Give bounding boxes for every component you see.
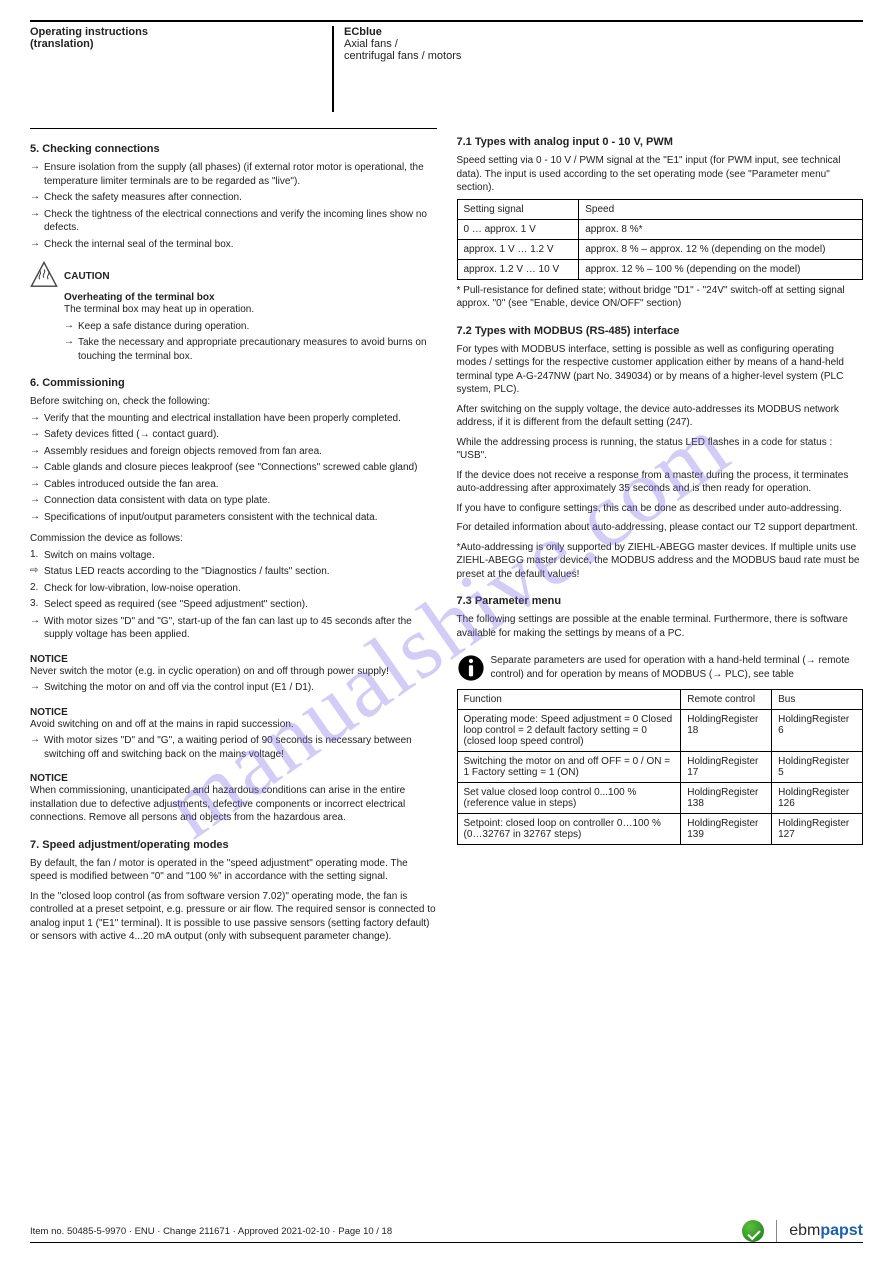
ebmpapst-logo: ebmpapst: [789, 1222, 863, 1240]
info-icon: [457, 654, 491, 685]
info-block: Separate parameters are used for operati…: [457, 654, 864, 685]
motor-sizes: With motor sizes "D" and "G", a waiting …: [44, 734, 437, 761]
footer-right: ebmpapst: [742, 1220, 863, 1242]
table-row: Setting signalSpeed: [457, 199, 863, 219]
commission-lead: Commission the device as follows:: [30, 532, 437, 546]
sec6-item: Cables introduced outside the fan area.: [44, 478, 437, 492]
notice2-label: NOTICE: [30, 707, 437, 718]
sec72-body: If you have to configure settings, this …: [457, 502, 864, 516]
commission-item: Check for low-vibration, low-noise opera…: [44, 582, 437, 596]
sec6-lead: Before switching on, check the following…: [30, 395, 437, 409]
parameter-table: Function Remote control Bus Operating mo…: [457, 689, 864, 845]
sec72-body: For detailed information about auto-addr…: [457, 521, 864, 535]
sec72-body: For types with MODBUS interface, setting…: [457, 343, 864, 397]
notice1-label: NOTICE: [30, 654, 437, 665]
sec73-title: 7.3 Parameter menu: [457, 595, 864, 607]
sec6-item: Specifications of input/output parameter…: [44, 511, 437, 525]
table-row: Set value closed loop control 0...100 % …: [457, 783, 863, 814]
sec72-body: If the device does not receive a respons…: [457, 469, 864, 496]
commission-item: Select speed as required (see "Speed adj…: [44, 598, 437, 612]
sec7-body1: By default, the fan / motor is operated …: [30, 857, 437, 884]
notice2-body: Avoid switching on and off at the mains …: [30, 718, 437, 732]
table-row: 0 … approx. 1 Vapprox. 8 %*: [457, 219, 863, 239]
footer-left: Item no. 50485-5-9970 · ENU · Change 211…: [30, 1226, 392, 1237]
sec72-body: After switching on the supply voltage, t…: [457, 403, 864, 430]
header-left: Operating instructions (translation): [30, 26, 332, 50]
footer: Item no. 50485-5-9970 · ENU · Change 211…: [30, 1214, 863, 1243]
caution-block: CAUTION Overheating of the terminal box …: [30, 261, 437, 363]
sec7-title: 7. Speed adjustment/operating modes: [30, 839, 437, 851]
product1: Axial fans /: [344, 38, 398, 50]
caution-item: Take the necessary and appropriate preca…: [78, 336, 437, 363]
doc-type: ECblue: [344, 26, 382, 38]
header-title2: (translation): [30, 38, 94, 50]
sec5-title: 5. Checking connections: [30, 143, 437, 155]
sec71-title: 7.1 Types with analog input 0 - 10 V, PW…: [457, 136, 864, 148]
sec71-body: Speed setting via 0 - 10 V / PWM signal …: [457, 154, 864, 195]
page: Operating instructions (translation) ECb…: [0, 0, 893, 1263]
table-row: Function Remote control Bus: [457, 690, 863, 710]
header-title1: Operating instructions: [30, 26, 148, 38]
pod-note: With motor sizes "D" and "G", start-up o…: [44, 615, 437, 642]
table-row: approx. 1 V … 1.2 Vapprox. 8 % – approx.…: [457, 239, 863, 259]
commission-item: Switch on mains voltage.: [44, 549, 437, 563]
sec5-item: →Check the tightness of the electrical c…: [30, 208, 437, 235]
caution-label: CAUTION: [64, 271, 437, 282]
right-column: 7.1 Types with analog input 0 - 10 V, PW…: [457, 122, 864, 944]
sec5-item: →Ensure isolation from the supply (all p…: [30, 161, 437, 188]
notice3-label: NOTICE: [30, 773, 437, 784]
notice1-item: Switching the motor on and off via the c…: [44, 681, 437, 695]
table1-note: * Pull-resistance for defined state; wit…: [457, 284, 864, 311]
sec5-item: →Check the safety measures after connect…: [30, 191, 437, 205]
sec6-title: 6. Commissioning: [30, 377, 437, 389]
sec6-item: Cable glands and closure pieces leakproo…: [44, 461, 437, 475]
content: 5. Checking connections →Ensure isolatio…: [30, 122, 863, 944]
caution-heading: Overheating of the terminal box: [64, 292, 437, 303]
info-text: Separate parameters are used for operati…: [491, 654, 864, 681]
table-row: Setpoint: closed loop on controller 0…10…: [457, 814, 863, 845]
notice3-body: When commissioning, unanticipated and ha…: [30, 784, 437, 825]
caution-item: Keep a safe distance during operation.: [78, 320, 437, 334]
header-right: ECblue Axial fans / centrifugal fans / m…: [334, 26, 461, 62]
sec72-title: 7.2 Types with MODBUS (RS-485) interface: [457, 325, 864, 337]
signal-speed-table: Setting signalSpeed 0 … approx. 1 Vappro…: [457, 199, 864, 280]
sec6-item: Assembly residues and foreign objects re…: [44, 445, 437, 459]
sec72-note: *Auto-addressing is only supported by ZI…: [457, 541, 864, 582]
caution-body: The terminal box may heat up in operatio…: [64, 303, 437, 317]
greentech-icon: [742, 1220, 764, 1242]
sec6-item: Safety devices fitted (→ contact guard).: [44, 428, 437, 442]
commission-item: Status LED reacts according to the "Diag…: [44, 565, 437, 579]
sec72-body: While the addressing process is running,…: [457, 436, 864, 463]
table-row: approx. 1.2 V … 10 Vapprox. 12 % – 100 %…: [457, 259, 863, 279]
header: Operating instructions (translation) ECb…: [30, 26, 863, 112]
sec7-body2: In the "closed loop control (as from sof…: [30, 890, 437, 944]
sec6-item: Verify that the mounting and electrical …: [44, 412, 437, 426]
sec5-item: →Check the internal seal of the terminal…: [30, 238, 437, 252]
sec6-item: Connection data consistent with data on …: [44, 494, 437, 508]
left-column: 5. Checking connections →Ensure isolatio…: [30, 122, 437, 944]
top-rule: [30, 20, 863, 22]
product2: centrifugal fans / motors: [344, 50, 461, 62]
table-row: Operating mode: Speed adjustment = 0 Clo…: [457, 710, 863, 752]
sec73-body: The following settings are possible at t…: [457, 613, 864, 640]
table-row: Switching the motor on and off OFF = 0 /…: [457, 752, 863, 783]
notice1-body: Never switch the motor (e.g. in cyclic o…: [30, 665, 437, 679]
hot-surface-icon: [30, 261, 64, 363]
